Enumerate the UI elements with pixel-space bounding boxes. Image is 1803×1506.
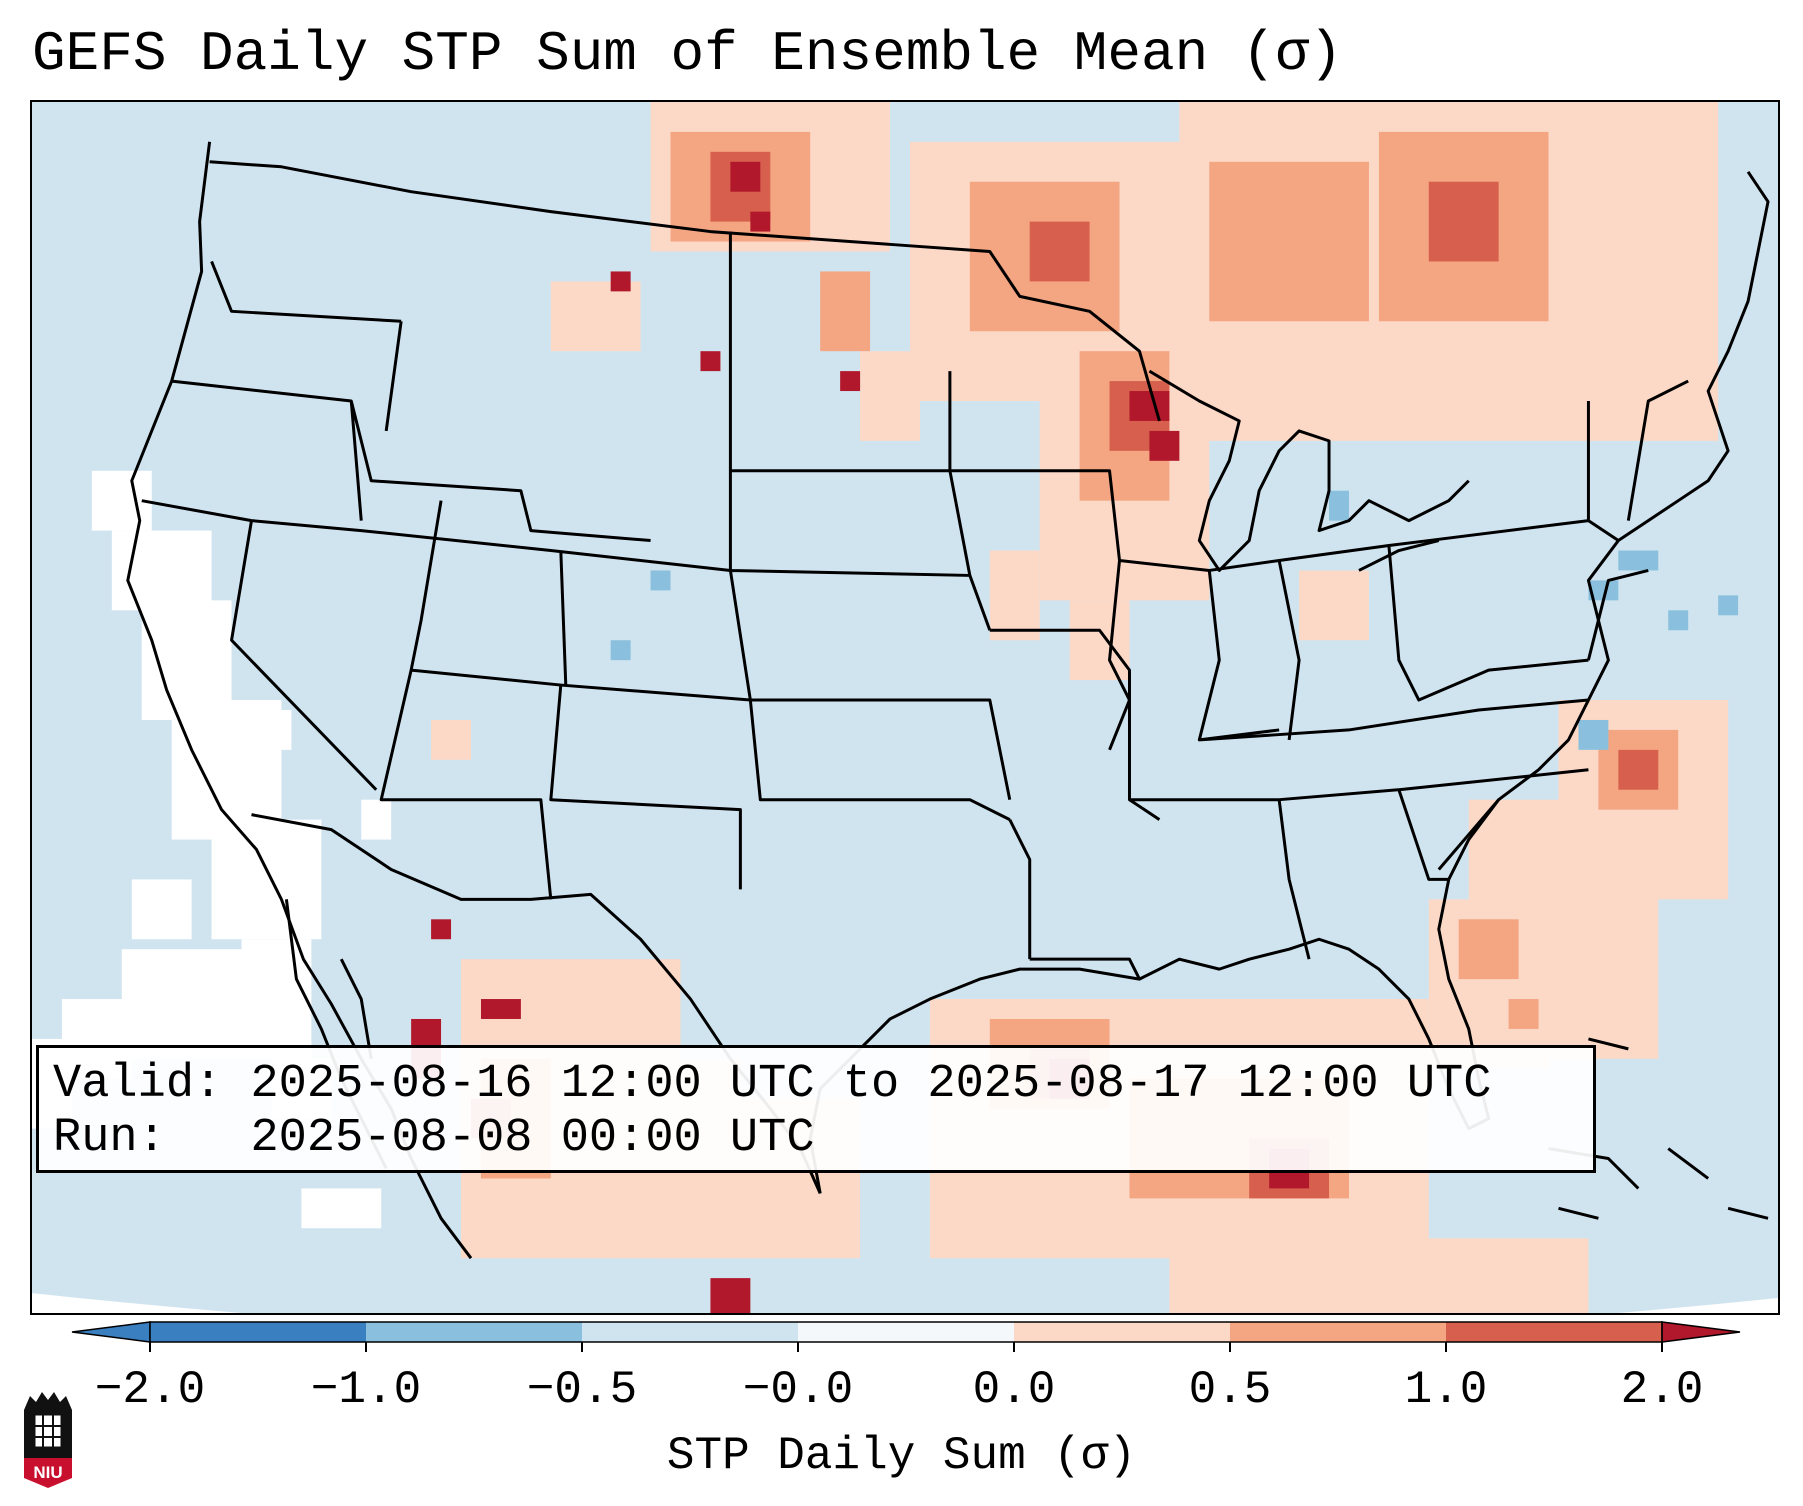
validity-info-box: Valid: 2025-08-16 12:00 UTC to 2025-08-1… bbox=[36, 1045, 1596, 1173]
caribbean-islands bbox=[1548, 1037, 1769, 1220]
valid-value: 2025-08-16 12:00 UTC to 2025-08-17 12:00… bbox=[250, 1058, 1492, 1111]
colorbar-extend-low bbox=[71, 1321, 151, 1343]
colorbar-segment bbox=[366, 1322, 583, 1342]
colorbar-tick-label: 1.0 bbox=[1404, 1364, 1488, 1416]
atlantic-coast bbox=[1447, 170, 1770, 881]
colorbar-segment bbox=[582, 1322, 799, 1342]
negative-region bbox=[610, 490, 1739, 750]
colorbar-segment bbox=[798, 1322, 1015, 1342]
colorbar-segment bbox=[1014, 1322, 1231, 1342]
colorbar-segment bbox=[1446, 1322, 1663, 1342]
colorbar-segment bbox=[1230, 1322, 1447, 1342]
colorbar-segment bbox=[150, 1322, 367, 1342]
valid-label: Valid: bbox=[53, 1058, 223, 1111]
colorbar-tick-label: −1.0 bbox=[310, 1364, 422, 1416]
svg-text:NIU: NIU bbox=[33, 1463, 62, 1482]
run-label: Run: bbox=[53, 1112, 166, 1165]
niu-logo: NIU bbox=[24, 1392, 72, 1488]
run-value: 2025-08-08 00:00 UTC bbox=[250, 1112, 815, 1165]
colorbar-tick-label: −0.0 bbox=[742, 1364, 854, 1416]
us-canada-border bbox=[209, 160, 1161, 422]
colorbar-ticks: −2.0 −1.0 −0.5 −0.0 0.0 0.5 1.0 2.0 bbox=[0, 1362, 1803, 1418]
colorbar-tick-label: −2.0 bbox=[94, 1364, 206, 1416]
colorbar-svg bbox=[71, 1321, 1741, 1352]
great-lakes bbox=[1148, 369, 1470, 572]
colorbar-tick-label: 0.5 bbox=[1188, 1364, 1272, 1416]
colorbar-tick-label: 2.0 bbox=[1620, 1364, 1704, 1416]
colorbar-tick-label: 0.0 bbox=[972, 1364, 1056, 1416]
colorbar-label: STP Daily Sum (σ) bbox=[666, 1430, 1137, 1482]
colorbar-tick-label: −0.5 bbox=[526, 1364, 638, 1416]
colorbar-frame bbox=[149, 1321, 1663, 1343]
colorbar bbox=[71, 1321, 1741, 1352]
state-lines-west bbox=[141, 260, 1011, 900]
chart-title: GEFS Daily STP Sum of Ensemble Mean (σ) bbox=[32, 22, 1343, 86]
colorbar-extend-high bbox=[1661, 1321, 1741, 1343]
state-lines-east bbox=[949, 379, 1689, 960]
